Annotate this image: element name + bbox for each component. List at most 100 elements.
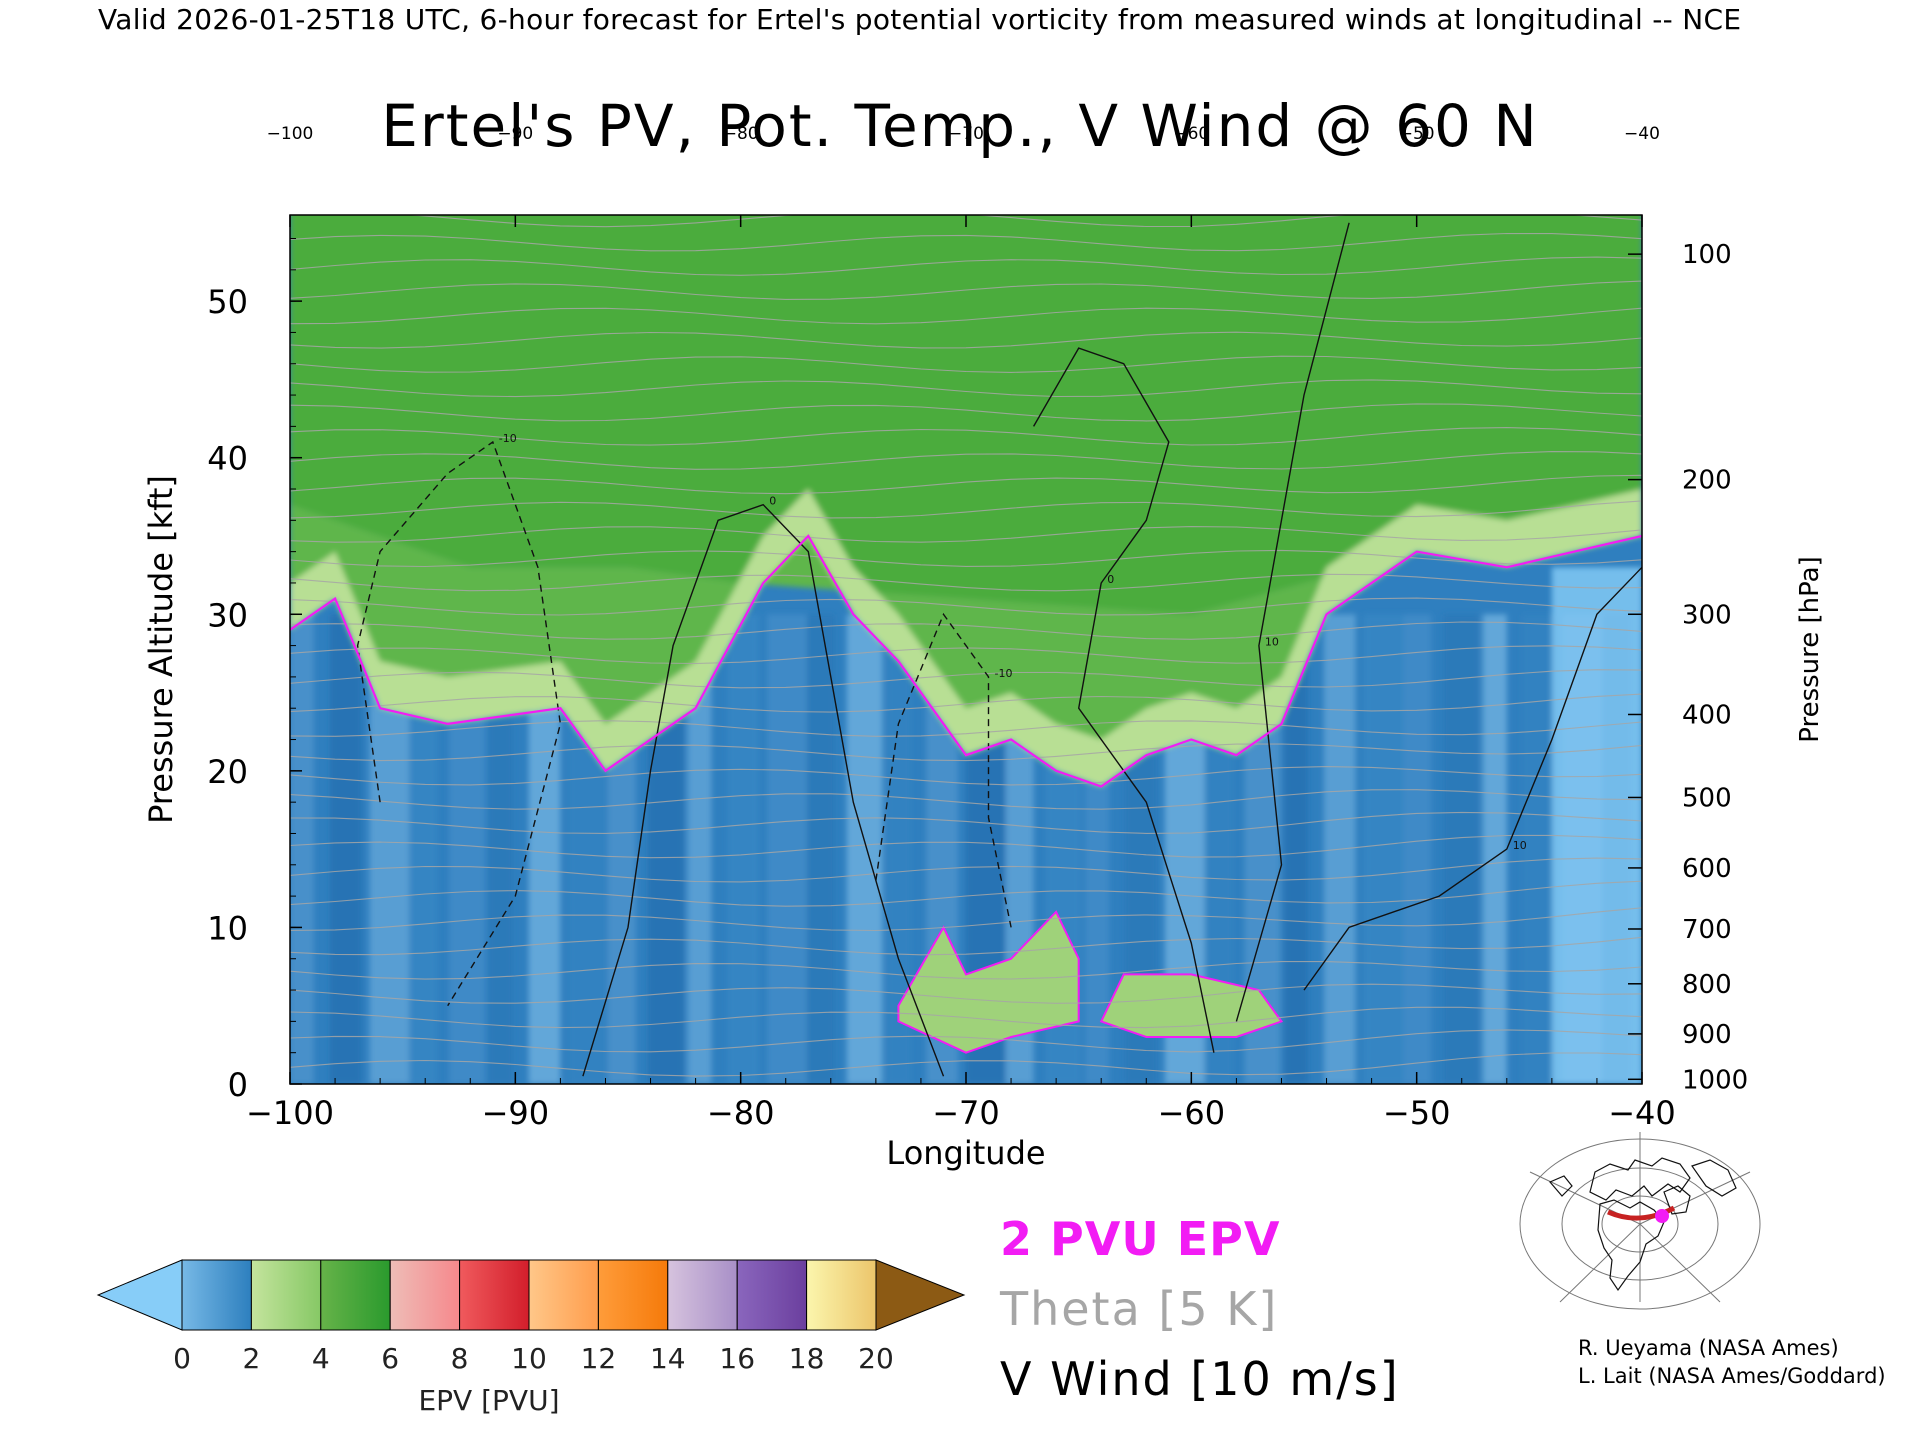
x-axis-label: Longitude: [886, 1134, 1045, 1172]
texture-stripe: [687, 614, 712, 1084]
colorbar-tick-label: 6: [381, 1342, 399, 1375]
colorbar-bin-7: [667, 1259, 738, 1331]
x-tick-label: −60: [1158, 1094, 1226, 1132]
legend-vwind: V Wind [10 m/s]: [1000, 1352, 1400, 1406]
colorbar-bin-0: [181, 1259, 252, 1331]
x-top-tick-label: −40: [1624, 124, 1660, 144]
theta-contour-28: [290, 379, 1642, 398]
pressure-tick-label: 300: [1682, 600, 1732, 630]
colorbar-tick-label: 16: [719, 1342, 755, 1375]
theta-contour-12: [290, 766, 1642, 786]
v-wind-contour-4: [356, 440, 562, 1007]
theta-contour-3: [290, 983, 1642, 1004]
y-tick-label: 20: [207, 753, 248, 791]
v-wind-contour-label: 0: [769, 495, 776, 508]
forecast-header: Valid 2026-01-25T18 UTC, 6-hour forecast…: [98, 3, 1742, 36]
theta-contour-29: [290, 355, 1642, 373]
pv-2-contour: [290, 534, 1642, 788]
y-tick-label: 40: [207, 440, 248, 478]
theta-contour-23: [290, 500, 1642, 519]
theta-contour-15: [290, 693, 1642, 713]
texture-stripe: [727, 614, 760, 1084]
theta-contour-20: [290, 573, 1642, 592]
pressure-tick-label: 400: [1682, 700, 1732, 730]
pressure-tick-label: 200: [1682, 466, 1732, 496]
theta-contours: [290, 215, 1642, 1077]
y-tick-label: 30: [207, 596, 248, 634]
chart-title: Ertel's PV, Pot. Temp., V Wind @ 60 N: [381, 92, 1539, 160]
theta-contour-31: [290, 307, 1642, 325]
theta-contour-5: [290, 936, 1642, 956]
theta-contour-34: [290, 232, 1642, 252]
colorbar-under-arrow: [96, 1259, 183, 1331]
texture-stripe: [1551, 567, 1642, 1084]
v-wind-contour-label: -10: [995, 667, 1013, 680]
theta-contour-17: [290, 645, 1642, 665]
location-marker: [1655, 1209, 1669, 1223]
texture-stripe: [1443, 614, 1479, 1084]
colorbar-tick-label: 20: [858, 1342, 894, 1375]
colorbar-tick-label: 2: [242, 1342, 260, 1375]
theta-contour-22: [290, 526, 1642, 543]
theta-contour-11: [290, 789, 1642, 810]
pressure-tick-label: 900: [1682, 1020, 1732, 1050]
v-wind-contour-2: [1235, 222, 1350, 1022]
x-tick-label: −70: [932, 1094, 1000, 1132]
credit-line-2: L. Lait (NASA Ames/Goddard): [1578, 1364, 1886, 1388]
texture-stripe: [1482, 614, 1507, 1084]
texture-stripe: [290, 614, 314, 1084]
colorbar-tick-label: 0: [173, 1342, 191, 1375]
x-top-tick-label: −60: [1173, 124, 1209, 144]
colorbar-tick-label: 8: [451, 1342, 469, 1375]
texture-stripe: [767, 614, 807, 1084]
colorbar-tick-label: 4: [312, 1342, 330, 1375]
v-wind-contour-1: [1032, 347, 1215, 1053]
y-tick-label: 10: [207, 909, 248, 947]
theta-contour-6: [290, 907, 1642, 932]
theta-contour-16: [290, 669, 1642, 689]
texture-stripe: [1363, 614, 1404, 1084]
strat-band-6: [290, 215, 1642, 615]
texture-stripe: [1284, 614, 1308, 1084]
theta-contour-21: [290, 549, 1642, 568]
colorbar-bin-2: [320, 1259, 391, 1331]
theta-contour-24: [290, 474, 1642, 495]
theta-contour-18: [290, 621, 1642, 640]
v-wind-contour-label: 0: [1107, 573, 1114, 586]
colorbar-bin-6: [597, 1259, 669, 1331]
legend-theta: Theta [5 K]: [1000, 1282, 1279, 1336]
x-tick-label: −100: [246, 1094, 334, 1132]
theta-contour-7: [290, 880, 1642, 907]
colorbar-tick-label: 12: [581, 1342, 617, 1375]
low-pv-patch-0: [897, 910, 1080, 1054]
credit-line-1: R. Ueyama (NASA Ames): [1578, 1336, 1839, 1360]
pressure-tick-label: 700: [1682, 915, 1732, 945]
colorbar-label: EPV [PVU]: [418, 1384, 559, 1417]
x-tick-label: −40: [1608, 1094, 1676, 1132]
x-tick-label: −90: [482, 1094, 550, 1132]
texture-stripe: [329, 614, 362, 1084]
colorbar-bin-5: [528, 1259, 599, 1331]
colorbar-tick-label: 10: [511, 1342, 547, 1375]
pressure-tick-label: 600: [1682, 854, 1732, 884]
theta-contour-19: [290, 597, 1642, 616]
texture-stripe: [886, 614, 911, 1084]
v-wind-contour-0: [582, 503, 945, 1077]
colorbar-bin-1: [250, 1259, 322, 1331]
theta-contour-13: [290, 743, 1642, 762]
v-wind-contours: 0 0 10 10 -10 -10: [356, 222, 1642, 1077]
x-tick-label: −80: [707, 1094, 775, 1132]
texture-stripe: [488, 614, 513, 1084]
x-top-tick-label: −80: [723, 124, 759, 144]
theta-contour-1: [290, 1029, 1642, 1053]
colorbar-bin-3: [389, 1259, 461, 1331]
texture-stripe: [1403, 614, 1432, 1084]
v-wind-contour-label: 10: [1513, 839, 1527, 852]
strat-band-0: [290, 145, 1642, 196]
pv-2-line: [290, 534, 1642, 788]
x-tick-label: −50: [1383, 1094, 1451, 1132]
axes: −100 −100 −90 −90 −80 −80 −70 −70 −60 −60 −50 −50 −4…: [142, 124, 1825, 1172]
colorbar-over-arrow: [875, 1259, 966, 1331]
